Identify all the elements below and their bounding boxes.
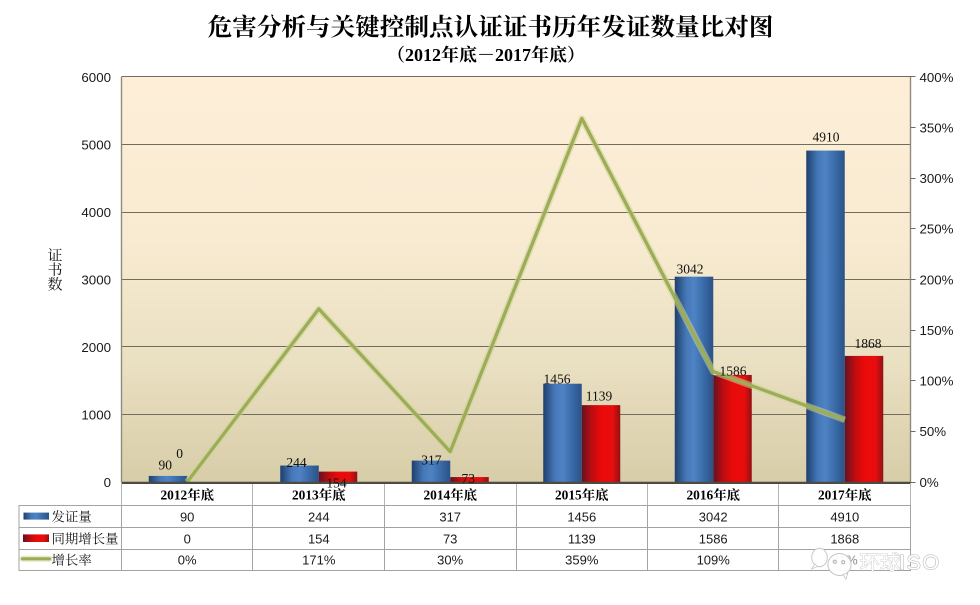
svg-text:300%: 300% — [920, 171, 954, 186]
svg-text:1139: 1139 — [586, 388, 613, 403]
svg-text:4910: 4910 — [813, 129, 840, 144]
svg-text:5000: 5000 — [81, 137, 111, 152]
svg-text:317: 317 — [439, 509, 461, 524]
svg-text:73: 73 — [462, 471, 476, 486]
svg-text:350%: 350% — [920, 120, 954, 135]
svg-text:1456: 1456 — [544, 372, 571, 387]
svg-text:100%: 100% — [920, 374, 954, 389]
svg-text:73: 73 — [443, 531, 457, 546]
svg-text:1586: 1586 — [720, 364, 747, 379]
svg-text:2015: 2015 — [555, 488, 582, 503]
svg-text:4910: 4910 — [830, 509, 859, 524]
svg-text:0: 0 — [176, 446, 183, 461]
svg-text:0%: 0% — [178, 553, 197, 568]
svg-text:2000: 2000 — [81, 340, 111, 355]
svg-text:90: 90 — [159, 458, 173, 473]
svg-text:2014: 2014 — [423, 488, 450, 503]
svg-text:154: 154 — [326, 475, 347, 490]
svg-text:1586: 1586 — [699, 531, 728, 546]
svg-text:6000: 6000 — [81, 70, 111, 85]
svg-text:150%: 150% — [920, 323, 954, 338]
svg-text:1000: 1000 — [81, 407, 111, 422]
svg-text:109%: 109% — [697, 553, 731, 568]
svg-text:1868: 1868 — [855, 336, 882, 351]
svg-text:171%: 171% — [302, 553, 336, 568]
svg-text:0: 0 — [184, 531, 191, 546]
svg-text:2013: 2013 — [292, 488, 319, 503]
svg-text:1456: 1456 — [567, 509, 596, 524]
svg-text:244: 244 — [308, 509, 330, 524]
svg-text:4000: 4000 — [81, 205, 111, 220]
svg-text:1868: 1868 — [830, 531, 859, 546]
svg-text:2017: 2017 — [818, 488, 845, 503]
svg-text:250%: 250% — [920, 222, 954, 237]
svg-text:0: 0 — [104, 475, 111, 490]
svg-text:400%: 400% — [920, 70, 954, 85]
svg-text:2012: 2012 — [405, 45, 441, 65]
svg-text:0%: 0% — [920, 475, 939, 490]
svg-text:317: 317 — [421, 452, 442, 467]
svg-text:90: 90 — [180, 509, 194, 524]
svg-text:3042: 3042 — [699, 509, 728, 524]
svg-text:154: 154 — [308, 531, 330, 546]
svg-text:1139: 1139 — [568, 531, 596, 546]
svg-text:3000: 3000 — [81, 272, 111, 287]
svg-text:2017: 2017 — [495, 45, 531, 65]
svg-text:50%: 50% — [920, 424, 947, 439]
svg-text:3042: 3042 — [677, 262, 704, 277]
svg-text:2016: 2016 — [686, 488, 713, 503]
svg-text:359%: 359% — [565, 553, 599, 568]
svg-text:ISO: ISO — [899, 551, 941, 575]
svg-text:2012: 2012 — [160, 488, 187, 503]
svg-text:200%: 200% — [920, 272, 954, 287]
svg-text:244: 244 — [286, 455, 307, 470]
svg-text:30%: 30% — [437, 553, 463, 568]
